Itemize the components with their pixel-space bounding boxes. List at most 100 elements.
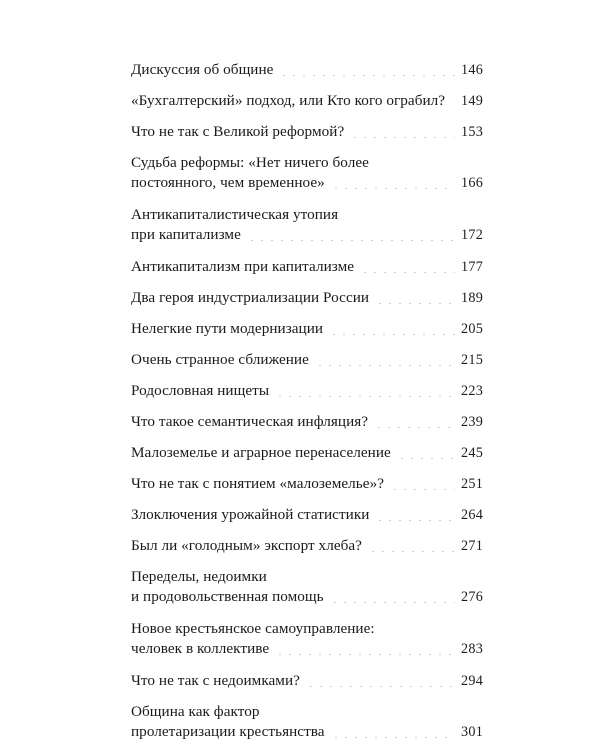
dot-leader (330, 722, 455, 742)
toc-page-number: 294 (461, 673, 484, 689)
dot-leader (374, 412, 455, 432)
toc-page-number: 189 (461, 290, 484, 306)
toc-entry-title-line: Малоземелье и аграрное перенаселение (131, 444, 391, 461)
toc-entry[interactable]: Два героя индустриализации России 189 (131, 288, 501, 308)
toc-entry-title-line: Что такое семантическая инфляция? (131, 413, 369, 430)
toc-entry-row: Очень странное сближение 215 (131, 350, 501, 370)
toc-entry-title-line: Что не так с понятием «малоземелье»? (131, 475, 385, 492)
dot-leader (246, 225, 455, 245)
dot-leader (314, 350, 455, 370)
toc-entry-title-line: Переделы, недоимки (131, 568, 267, 585)
toc-entry[interactable]: Нелегкие пути модернизации 205 (131, 319, 501, 339)
table-of-contents: Дискуссия об общине 146 «Бухгалтерский» по… (131, 60, 501, 754)
toc-entry[interactable]: Был ли «голодным» экспорт хлеба? 271 (131, 536, 501, 556)
toc-entry[interactable]: Судьба реформы: «Нет ничего более постоян… (131, 153, 501, 193)
toc-entry[interactable]: Община как фактор пролетаризации крестьян… (131, 702, 501, 742)
toc-entry-title-line: Новое крестьянское самоуправление: (131, 620, 375, 637)
toc-page-number: 172 (461, 227, 484, 243)
toc-entry-row: постоянного, чем временное» 166 (131, 173, 501, 193)
dot-leader (375, 505, 455, 525)
toc-entry[interactable]: Что не так с Великой реформой? 153 (131, 122, 501, 142)
toc-entry[interactable]: Что такое семантическая инфляция? 239 (131, 412, 501, 432)
toc-entry[interactable]: Что не так с недоимками? 294 (131, 671, 501, 691)
dot-leader (305, 671, 455, 691)
toc-entry-title-line: Два героя индустриализации России (131, 289, 370, 306)
toc-entry-title-line: Родословная нищеты (131, 382, 270, 399)
toc-page-number: 283 (461, 641, 484, 657)
toc-entry-row: Злоключения урожайной статистики 264 (131, 505, 501, 525)
toc-page-number: 301 (461, 724, 484, 740)
toc-entry-title-line: Антикапитализм при капитализме (131, 258, 355, 275)
toc-entry-title-line: постоянного, чем временное» (131, 174, 325, 191)
toc-entry-row: Что не так с понятием «малоземелье»? 251 (131, 474, 501, 494)
toc-page-number: 239 (461, 414, 484, 430)
dot-leader (275, 639, 455, 659)
toc-page-number: 215 (461, 352, 484, 368)
toc-entry-title-line: Антикапиталистическая утопия (131, 206, 339, 223)
toc-page-number: 149 (461, 93, 484, 109)
toc-entry-title-line: Что не так с недоимками? (131, 672, 300, 689)
dot-leader (279, 60, 455, 80)
toc-entry[interactable]: Малоземелье и аграрное перенаселение 245 (131, 443, 501, 463)
toc-entry-row: Что не так с Великой реформой? 153 (131, 122, 501, 142)
toc-page-number: 166 (461, 175, 484, 191)
toc-page-number: 153 (461, 124, 484, 140)
toc-page-number: 251 (461, 476, 484, 492)
toc-entry[interactable]: Переделы, недоимки и продовольственная по… (131, 567, 501, 607)
toc-entry-title-line: «Бухгалтерский» подход, или Кто кого огр… (131, 92, 446, 109)
toc-entry-title-line: при капитализме (131, 226, 241, 243)
toc-entry-row: Малоземелье и аграрное перенаселение 245 (131, 443, 501, 463)
dot-leader (367, 536, 455, 556)
toc-entry-row: Что такое семантическая инфляция? 239 (131, 412, 501, 432)
toc-entry-row: пролетаризации крестьянства 301 (131, 722, 501, 742)
toc-entry-row: Что не так с недоимками? 294 (131, 671, 501, 691)
toc-entry-title-line: Община как фактор (131, 703, 260, 720)
toc-entry-title-line: Что не так с Великой реформой? (131, 123, 345, 140)
toc-entry-title-line: Дискуссия об общине (131, 61, 274, 78)
toc-entry-title-line: пролетаризации крестьянства (131, 723, 325, 740)
toc-entry[interactable]: Очень странное сближение 215 (131, 350, 501, 370)
toc-entry-row: Антикапитализм при капитализме 177 (131, 257, 501, 277)
toc-entry[interactable]: Новое крестьянское самоуправление: челове… (131, 619, 501, 659)
toc-page-number: 276 (461, 589, 484, 605)
toc-page-number: 245 (461, 445, 484, 461)
dot-leader (375, 288, 455, 308)
toc-entry-title-line: Злоключения урожайной статистики (131, 506, 370, 523)
toc-entry[interactable]: «Бухгалтерский» подход, или Кто кого огр… (131, 91, 501, 111)
toc-entry-row: Нелегкие пути модернизации 205 (131, 319, 501, 339)
toc-entry-row: «Бухгалтерский» подход, или Кто кого огр… (131, 91, 501, 111)
toc-entry[interactable]: Что не так с понятием «малоземелье»? 251 (131, 474, 501, 494)
toc-entry-row: Был ли «голодным» экспорт хлеба? 271 (131, 536, 501, 556)
dot-leader (329, 587, 455, 607)
dot-leader (396, 443, 455, 463)
dot-leader (451, 91, 455, 111)
toc-entry-row: Два героя индустриализации России 189 (131, 288, 501, 308)
dot-leader (275, 381, 455, 401)
toc-entry-title-line: Судьба реформы: «Нет ничего более (131, 154, 369, 171)
toc-page-number: 223 (461, 383, 484, 399)
toc-entry-row: при капитализме 172 (131, 225, 501, 245)
toc-entry[interactable]: Дискуссия об общине 146 (131, 60, 501, 80)
toc-page-number: 271 (461, 538, 484, 554)
toc-entry[interactable]: Родословная нищеты 223 (131, 381, 501, 401)
toc-entry-title-line: Нелегкие пути модернизации (131, 320, 324, 337)
toc-page-number: 177 (461, 259, 484, 275)
toc-page-number: 264 (461, 507, 484, 523)
toc-entry[interactable]: Антикапиталистическая утопия при капитали… (131, 205, 501, 245)
toc-entry-row: Родословная нищеты 223 (131, 381, 501, 401)
toc-entry-title-line: человек в коллективе (131, 640, 270, 657)
dot-leader (350, 122, 455, 142)
toc-entry-title-line: Очень странное сближение (131, 351, 309, 368)
dot-leader (360, 257, 455, 277)
dot-leader (329, 319, 455, 339)
toc-entry[interactable]: Злоключения урожайной статистики 264 (131, 505, 501, 525)
toc-entry[interactable]: Антикапитализм при капитализме 177 (131, 257, 501, 277)
toc-entry-row: человек в коллективе 283 (131, 639, 501, 659)
dot-leader (390, 474, 455, 494)
dot-leader (330, 173, 455, 193)
toc-entry-title-line: и продовольственная помощь (131, 588, 324, 605)
toc-page-number: 205 (461, 321, 484, 337)
toc-entry-title-line: Был ли «голодным» экспорт хлеба? (131, 537, 362, 554)
toc-entry-row: и продовольственная помощь 276 (131, 587, 501, 607)
